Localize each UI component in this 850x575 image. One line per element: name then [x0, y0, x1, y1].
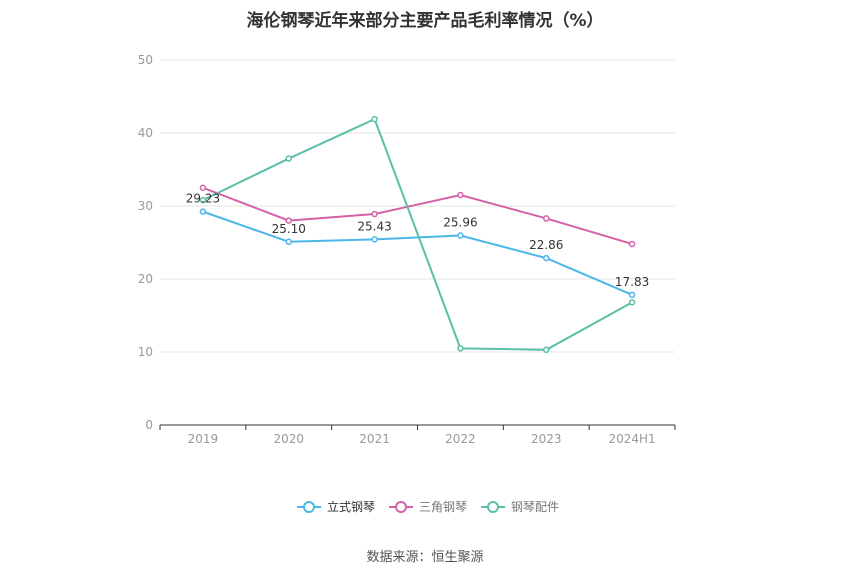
data-label: 17.83	[615, 275, 649, 289]
data-labels: 29.23 25.10 25.43 25.96 22.86 17.83	[186, 192, 650, 289]
series-lines	[199, 115, 636, 354]
y-tick-label: 10	[138, 345, 153, 359]
data-point[interactable]	[285, 238, 292, 246]
data-point[interactable]	[285, 217, 292, 224]
legend-item[interactable]: 立式钢琴	[297, 499, 375, 514]
data-label: 25.10	[272, 222, 306, 236]
legend[interactable]: 立式钢琴 三角钢琴 钢琴配件	[297, 499, 559, 514]
chart-title: 海伦钢琴近年来部分主要产品毛利率情况（%）	[246, 11, 604, 31]
data-label: 29.23	[186, 192, 220, 206]
series-line	[202, 186, 633, 245]
legend-swatch-marker	[487, 501, 499, 513]
data-point[interactable]	[628, 299, 636, 306]
grid-lines	[160, 59, 675, 353]
data-point[interactable]	[199, 196, 207, 204]
source-note: 数据来源：恒生聚源	[366, 550, 484, 565]
legend-swatch-marker	[395, 501, 407, 513]
data-point[interactable]	[371, 210, 378, 218]
data-point[interactable]	[457, 345, 464, 352]
legend-label: 钢琴配件	[511, 500, 559, 514]
x-tick-label: 2022	[445, 432, 476, 446]
y-tick-label: 0	[145, 418, 153, 432]
legend-item[interactable]: 三角钢琴	[389, 500, 467, 514]
y-tick-label: 50	[138, 53, 153, 67]
data-point[interactable]	[457, 191, 464, 199]
data-point[interactable]	[628, 240, 636, 248]
data-label: 25.96	[443, 215, 477, 229]
legend-label: 三角钢琴	[419, 500, 467, 514]
x-tick-label: 2020	[273, 432, 304, 446]
x-tick-label: 2021	[359, 432, 390, 446]
series-line	[202, 117, 633, 351]
data-point[interactable]	[371, 115, 378, 123]
data-point[interactable]	[199, 184, 207, 191]
x-tick-label: 2023	[531, 432, 562, 446]
y-tick-label: 30	[138, 199, 153, 213]
x-tick-label: 2019	[188, 432, 219, 446]
x-tick-label: 2024H1	[608, 432, 655, 446]
data-point[interactable]	[457, 232, 464, 239]
data-label: 25.43	[357, 219, 391, 233]
series-line	[202, 210, 633, 296]
legend-swatch-marker	[303, 501, 315, 513]
axes: 0 10 20 30 40 50 2019 2020 2021 2022 2023 2024H1	[138, 53, 676, 446]
legend-item[interactable]: 钢琴配件	[481, 500, 559, 514]
data-point[interactable]	[543, 215, 550, 222]
data-point[interactable]	[285, 155, 292, 162]
data-point[interactable]	[543, 254, 550, 262]
data-point[interactable]	[371, 236, 378, 243]
data-point[interactable]	[543, 346, 550, 354]
y-tick-label: 40	[138, 126, 153, 140]
legend-label: 立式钢琴	[327, 499, 375, 514]
data-point[interactable]	[628, 291, 636, 299]
data-label: 22.86	[529, 238, 563, 252]
data-point[interactable]	[199, 208, 207, 215]
y-tick-label: 20	[138, 272, 153, 286]
